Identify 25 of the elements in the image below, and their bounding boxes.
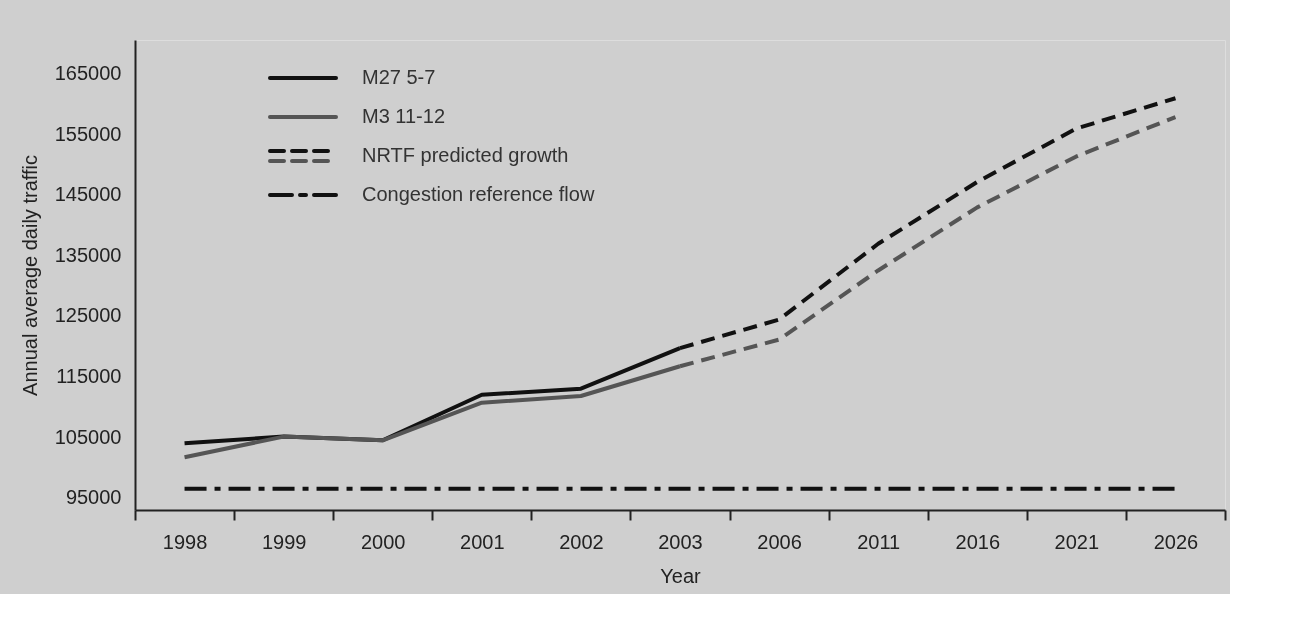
legend-label: NRTF predicted growth	[362, 144, 569, 166]
x-tick-label: 2006	[757, 530, 802, 553]
y-tick-label: 145000	[54, 183, 122, 206]
y-tick-label: 125000	[54, 304, 122, 327]
x-tick-label: 2002	[559, 530, 604, 553]
x-tick-label: 2016	[955, 530, 1001, 553]
y-tick-label: 165000	[54, 61, 122, 84]
x-tick-label: 2026	[1153, 530, 1199, 553]
x-tick-label: 2001	[460, 530, 505, 553]
legend-label: M3 11-12	[362, 105, 446, 127]
y-tick-label: 115000	[56, 365, 122, 388]
x-tick-label: 2003	[658, 530, 703, 553]
legend-label: Congestion reference flow	[362, 183, 595, 205]
y-axis-title: Annual average daily traffic	[18, 155, 41, 396]
x-tick-label: 2021	[1054, 530, 1100, 553]
legend-label: M27 5-7	[362, 66, 436, 88]
y-tick-label: 95000	[65, 486, 122, 509]
x-tick-label: 1998	[162, 530, 208, 553]
y-tick-label: 155000	[54, 122, 122, 145]
x-tick-label: 2011	[857, 530, 901, 553]
y-tick-label: 105000	[54, 425, 122, 448]
y-tick-label: 135000	[54, 243, 122, 266]
x-tick-label: 1999	[261, 530, 307, 553]
x-axis-title: Year	[660, 564, 702, 587]
x-tick-label: 2000	[360, 530, 406, 553]
